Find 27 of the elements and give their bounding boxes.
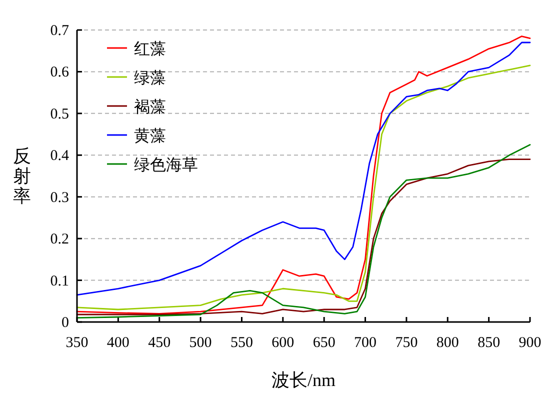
y-tick-label: 0.1 <box>50 273 69 290</box>
x-tick-label: 600 <box>272 335 294 351</box>
x-tick-label: 650 <box>312 335 336 351</box>
x-tick-label: 350 <box>66 335 88 351</box>
x-tick-label: 850 <box>478 335 500 351</box>
y-tick-label: 0 <box>62 315 69 331</box>
y-tick-label: 0.5 <box>50 106 69 122</box>
legend-label: 绿色海草 <box>134 156 198 174</box>
x-tick-label: 750 <box>395 335 418 351</box>
y-tick-label: 0.4 <box>50 148 70 164</box>
x-axis-title: 波长/nm <box>271 370 336 390</box>
x-tick-label: 400 <box>106 335 130 351</box>
x-tick-label: 450 <box>148 335 171 351</box>
y-tick-label: 0.6 <box>50 64 70 81</box>
x-tick-label: 700 <box>354 335 377 351</box>
legend-label: 红藻 <box>134 40 166 58</box>
legend-label: 褐藻 <box>134 98 166 116</box>
legend-label: 黄藻 <box>134 127 166 145</box>
y-tick-label: 0.2 <box>50 232 69 248</box>
y-axis-title: 反射率 <box>13 146 31 206</box>
x-tick-label: 500 <box>189 335 212 351</box>
y-tick-label: 0.3 <box>50 190 69 206</box>
x-tick-label: 800 <box>436 335 459 351</box>
x-tick-label: 900 <box>518 335 542 351</box>
legend-label: 绿藻 <box>134 69 166 87</box>
x-tick-label: 550 <box>230 335 253 351</box>
y-tick-label: 0.7 <box>50 23 70 39</box>
